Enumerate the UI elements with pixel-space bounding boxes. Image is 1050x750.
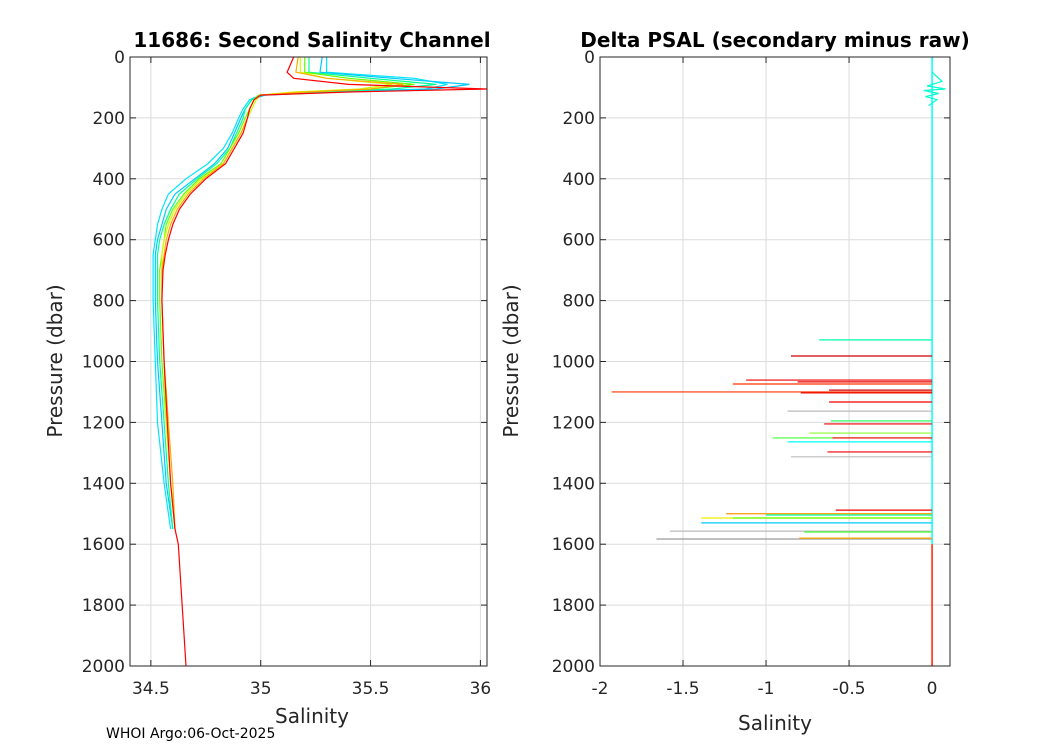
right-chart-title: Delta PSAL (secondary minus raw) xyxy=(580,28,969,52)
left-x-tick-label: 35.5 xyxy=(352,679,390,699)
left-x-tick-label: 36 xyxy=(470,679,492,699)
right-x-tick-label: -1 xyxy=(758,679,775,699)
left-chart-title: 11686: Second Salinity Channel xyxy=(133,28,490,52)
left-y-tick-label: 1000 xyxy=(82,353,125,373)
left-y-tick-label: 1600 xyxy=(82,535,125,555)
right-y-tick-label: 400 xyxy=(563,170,595,190)
right-y-axis-label: Pressure (dbar) xyxy=(499,284,523,437)
right-y-tick-label: 1400 xyxy=(552,474,595,494)
left-x-tick-label: 34.5 xyxy=(132,679,170,699)
right-plot-area: -2 -1.5 -1 -0.5 0 0 200 400 600 800 1000 1200 1400 16… xyxy=(552,48,951,699)
right-y-tick-label: 600 xyxy=(563,231,595,251)
left-y-tick-label: 600 xyxy=(93,231,125,251)
series-line-profile-yellow xyxy=(161,57,393,530)
series-line-profile-cyan-1 xyxy=(152,57,448,530)
right-x-axis-label: Salinity xyxy=(738,711,812,735)
left-x-axis-label: Salinity xyxy=(275,704,349,728)
series-line-profile-red xyxy=(161,56,488,667)
surface-delta-wiggle xyxy=(923,71,946,107)
left-axes-frame xyxy=(129,56,488,667)
left-y-tick-label: 1200 xyxy=(82,413,125,433)
right-y-tick-label: 0 xyxy=(584,48,595,68)
right-axes-frame xyxy=(599,56,951,667)
left-y-tick-label: 800 xyxy=(93,292,125,312)
left-y-axis-label: Pressure (dbar) xyxy=(43,284,67,437)
left-y-tick-label: 0 xyxy=(114,48,125,68)
right-y-tick-label: 1600 xyxy=(552,535,595,555)
series-line-profile-orange xyxy=(161,56,404,530)
right-y-tick-label: 1200 xyxy=(552,413,595,433)
right-y-tick-label: 800 xyxy=(563,292,595,312)
left-y-tick-label: 400 xyxy=(93,170,125,190)
left-y-tick-label: 200 xyxy=(93,109,125,129)
right-x-tick-label: -0.5 xyxy=(832,679,865,699)
right-x-tick-label: -2 xyxy=(592,679,609,699)
right-x-tick-label: 0 xyxy=(927,679,938,699)
series-line-profile-sky xyxy=(154,56,470,530)
right-y-tick-label: 200 xyxy=(563,109,595,129)
series-line-profile-spring xyxy=(156,57,437,530)
right-y-tick-label: 2000 xyxy=(552,657,595,677)
left-y-tick-label: 1400 xyxy=(82,474,125,494)
series-line-profile-green xyxy=(159,57,415,530)
footer-credit: WHOI Argo:06-Oct-2025 xyxy=(106,726,276,742)
left-x-tick-label: 35 xyxy=(250,679,272,699)
left-y-tick-label: 2000 xyxy=(82,657,125,677)
left-plot-area: 34.5 35 35.5 36 0 200 400 600 800 1000 1200 1400 160… xyxy=(82,48,491,699)
right-y-tick-label: 1000 xyxy=(552,353,595,373)
right-y-tick-label: 1800 xyxy=(552,596,595,616)
right-x-tick-label: -1.5 xyxy=(666,679,699,699)
left-y-tick-label: 1800 xyxy=(82,596,125,616)
